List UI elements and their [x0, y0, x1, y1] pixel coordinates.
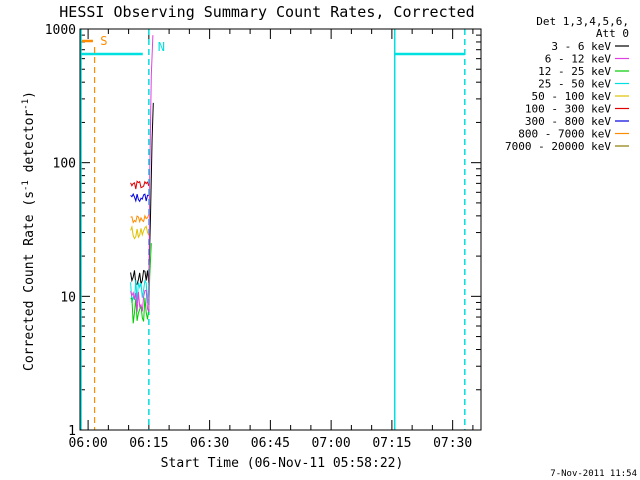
trace-800-7000-kev [130, 214, 150, 224]
legend-label: 100 - 300 keV [525, 103, 611, 116]
legend-label: 3 - 6 keV [551, 40, 611, 53]
legend-label: 7000 - 20000 keV [505, 140, 611, 153]
legend-label: 25 - 50 keV [538, 78, 611, 91]
y-axis-label-sup1: -1 [21, 180, 31, 191]
legend-header-line: Att 0 [596, 27, 629, 40]
y-axis-label: Corrected Count Rate (s-1 detector-1) [21, 91, 37, 371]
trace-100-300-kev [130, 180, 150, 190]
legend-header-line: Det 1,3,4,5,6, [536, 15, 629, 28]
x-tick-label: 06:45 [251, 436, 290, 451]
legend-label: 800 - 7000 keV [518, 128, 611, 141]
y-tick-label: 1 [68, 424, 76, 439]
trace-300-800-kev [130, 192, 149, 203]
chart-title: HESSI Observing Summary Count Rates, Cor… [59, 3, 474, 21]
x-tick-label: 06:00 [69, 436, 108, 451]
trace-25-50-kev [130, 279, 150, 304]
trace-50-100-kev [130, 225, 150, 240]
x-tick-label: 07:15 [372, 436, 411, 451]
legend-label: 6 - 12 keV [545, 53, 612, 66]
x-tick-label: 07:30 [433, 436, 472, 451]
y-axis-label-mid: detector [22, 110, 37, 181]
n-marker-label: N [158, 40, 165, 54]
legend-label: 300 - 800 keV [525, 115, 611, 128]
plot-frame [79, 28, 482, 431]
y-tick-label: 10 [60, 290, 76, 305]
legend-label: 12 - 25 keV [538, 65, 611, 78]
y-axis-label-main: Corrected Count Rate (s [22, 191, 37, 371]
x-axis-label: Start Time (06-Nov-11 05:58:22) [161, 456, 404, 471]
s-marker-label: S [100, 34, 107, 48]
x-tick-label: 07:00 [312, 436, 351, 451]
plot-area: 06:00 06:15 06:30 06:45 07:00 07:15 07:30 1 10 10… [45, 23, 481, 451]
y-tick-label: 1000 [45, 23, 76, 38]
x-tick-label: 06:30 [190, 436, 229, 451]
y-axis-label-sup2: -1 [21, 99, 31, 110]
y-tick-label: 100 [53, 157, 76, 172]
trace-6-12-kev [130, 35, 154, 313]
y-axis-label-end: ) [22, 91, 37, 99]
x-tick-label: 06:15 [129, 436, 168, 451]
legend-label: 50 - 100 keV [532, 90, 612, 103]
timestamp: 7-Nov-2011 11:54 [550, 469, 637, 479]
